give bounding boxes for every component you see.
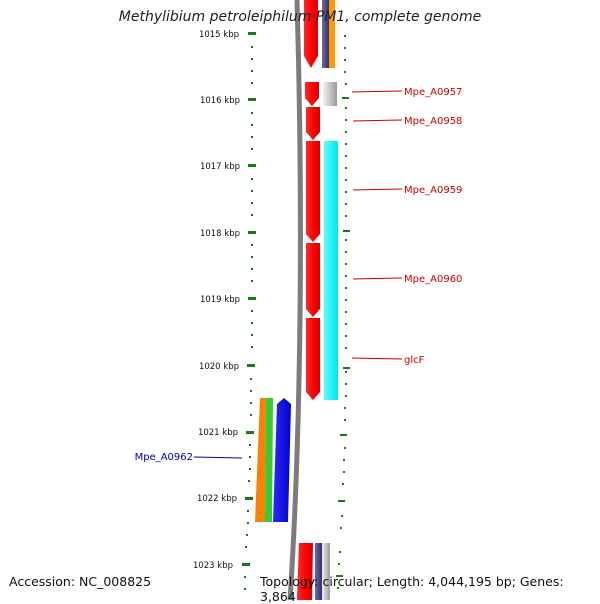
leader-mpe-a0959 — [352, 188, 403, 191]
tick-label: 1019 kbp — [200, 295, 240, 305]
tick-mark-1021 — [246, 431, 254, 434]
tick-label: 1016 kbp — [200, 96, 240, 106]
feature-labels: Mpe_A0957 Mpe_A0958 Mpe_A0959 Mpe_A0960 glcF… — [135, 87, 463, 463]
leader-mpe-a0957 — [351, 90, 403, 93]
feature-label: Mpe_A0962 — [135, 452, 193, 463]
gene-arrow-top-red — [304, 0, 318, 68]
tick-labels: 1015 kbp 1016 kbp 1017 kbp 1018 kbp 1019 kbp… — [193, 30, 240, 571]
tick-label: 1021 kbp — [198, 428, 238, 438]
gene-block-bottom-grey — [322, 543, 330, 600]
tick-mark-1017 — [248, 164, 256, 167]
feature-label: Mpe_A0957 — [404, 87, 462, 98]
leader-mpe-a0958 — [352, 119, 403, 122]
leader-glcf — [351, 357, 403, 360]
gene-arrow-mpe-a0962 — [273, 398, 291, 522]
outer-track-dots — [336, 35, 350, 589]
feature-label: Mpe_A0960 — [404, 274, 462, 285]
accession-text: Accession: NC_008825 — [9, 574, 152, 589]
feature-leaders — [193, 90, 403, 459]
gene-block-grey — [323, 82, 337, 106]
tick-label: 1022 kbp — [197, 494, 237, 504]
feature-label: glcF — [404, 355, 425, 366]
gene-arrow-mpe-a0959 — [306, 141, 320, 242]
map-title: Methylibium petroleiphilum PM1, complete… — [118, 9, 482, 25]
tick-mark-1016 — [248, 98, 256, 101]
gene-features — [255, 0, 339, 600]
tick-mark-1018 — [248, 231, 256, 234]
tick-label: 1023 kbp — [193, 561, 233, 571]
tick-label: 1018 kbp — [200, 229, 240, 239]
genome-backbone — [287, 0, 303, 600]
gene-arrow-mpe-a0957 — [305, 82, 319, 106]
tick-mark-1023 — [242, 563, 250, 566]
tick-mark-1022 — [245, 497, 253, 500]
gene-arrow-glcf — [306, 318, 320, 400]
feature-label: Mpe_A0959 — [404, 185, 462, 196]
gene-block-top-navy — [322, 0, 329, 68]
tick-mark-1019 — [248, 297, 256, 300]
feature-label: Mpe_A0958 — [404, 116, 462, 127]
gene-arrow-orange — [255, 398, 266, 522]
tick-label: 1020 kbp — [199, 362, 239, 372]
gene-block-top-white — [335, 0, 339, 68]
gene-block-top-orange — [329, 0, 335, 68]
gene-arrow-bottom-red — [297, 543, 313, 600]
tick-label: 1015 kbp — [199, 30, 239, 40]
genome-ticks — [242, 32, 256, 566]
gene-arrow-mpe-a0958 — [306, 107, 320, 140]
tick-mark-1015 — [248, 32, 256, 35]
leader-mpe-a0960 — [352, 277, 403, 280]
gene-arrow-mpe-a0960 — [306, 243, 320, 317]
gene-block-bottom-navy — [315, 543, 322, 600]
gene-block-cyan — [324, 141, 338, 400]
leader-mpe-a0962 — [193, 456, 243, 459]
tick-label: 1017 kbp — [200, 162, 240, 172]
inner-track-dots — [244, 46, 253, 590]
gene-arrow-green — [265, 398, 273, 522]
tick-mark-1020 — [247, 364, 255, 367]
